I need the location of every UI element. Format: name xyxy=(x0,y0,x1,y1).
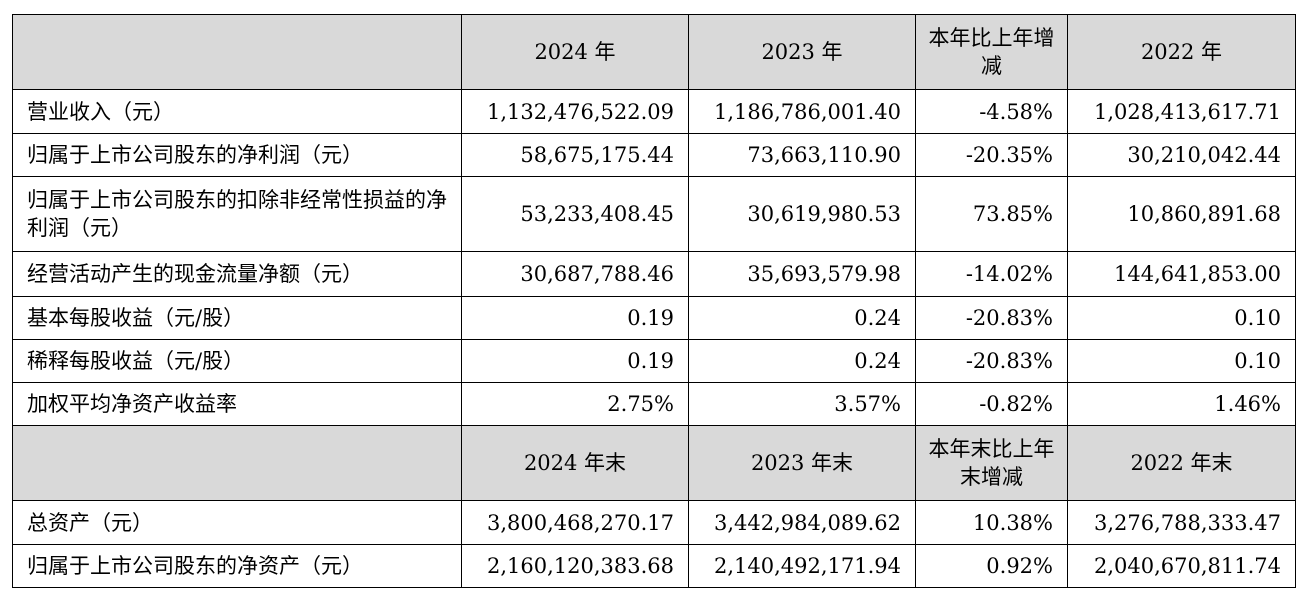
value-2023-end: 3,442,984,089.62 xyxy=(688,500,916,545)
row-label: 营业收入（元） xyxy=(12,89,462,134)
header-2024: 2024 年 xyxy=(461,14,689,90)
table-header-row: 2024 年 2023 年 本年比上年增减 2022 年 xyxy=(12,14,1296,90)
value-change: 0.92% xyxy=(915,544,1068,588)
value-2022: 0.10 xyxy=(1067,296,1296,340)
value-change: -20.83% xyxy=(915,339,1068,383)
value-2022: 1.46% xyxy=(1067,382,1296,426)
value-change: -0.82% xyxy=(915,382,1068,426)
row-label: 基本每股收益（元/股） xyxy=(12,296,462,340)
row-label: 总资产（元） xyxy=(12,500,462,545)
value-2022-end: 3,276,788,333.47 xyxy=(1067,500,1296,545)
header-change: 本年比上年增减 xyxy=(915,14,1068,90)
financial-summary-table-container: 2024 年 2023 年 本年比上年增减 2022 年 营业收入（元） 1,1… xyxy=(12,14,1296,588)
value-2023: 0.24 xyxy=(688,296,916,340)
value-2024: 1,132,476,522.09 xyxy=(461,89,689,134)
subheader-2024-end: 2024 年末 xyxy=(461,425,689,501)
value-2024-end: 2,160,120,383.68 xyxy=(461,544,689,588)
value-change: 73.85% xyxy=(915,176,1068,252)
value-2024: 2.75% xyxy=(461,382,689,426)
value-2024: 30,687,788.46 xyxy=(461,251,689,297)
value-2022: 10,860,891.68 xyxy=(1067,176,1296,252)
table-row: 基本每股收益（元/股） 0.19 0.24 -20.83% 0.10 xyxy=(12,296,1296,340)
table-row: 归属于上市公司股东的净资产（元） 2,160,120,383.68 2,140,… xyxy=(12,544,1296,588)
header-2022: 2022 年 xyxy=(1067,14,1296,90)
value-change: 10.38% xyxy=(915,500,1068,545)
row-label: 归属于上市公司股东的扣除非经常性损益的净利润（元） xyxy=(12,176,462,252)
value-2024: 58,675,175.44 xyxy=(461,133,689,177)
value-2023: 1,186,786,001.40 xyxy=(688,89,916,134)
value-change: -14.02% xyxy=(915,251,1068,297)
row-label: 经营活动产生的现金流量净额（元） xyxy=(12,251,462,297)
table-row: 经营活动产生的现金流量净额（元） 30,687,788.46 35,693,57… xyxy=(12,251,1296,297)
table-row: 归属于上市公司股东的扣除非经常性损益的净利润（元） 53,233,408.45 … xyxy=(12,176,1296,252)
table-row: 归属于上市公司股东的净利润（元） 58,675,175.44 73,663,11… xyxy=(12,133,1296,177)
value-2022: 0.10 xyxy=(1067,339,1296,383)
table-subheader-row: 2024 年末 2023 年末 本年末比上年末增减 2022 年末 xyxy=(12,425,1296,501)
value-2023: 3.57% xyxy=(688,382,916,426)
value-2022: 30,210,042.44 xyxy=(1067,133,1296,177)
table-row: 稀释每股收益（元/股） 0.19 0.24 -20.83% 0.10 xyxy=(12,339,1296,383)
value-2024: 53,233,408.45 xyxy=(461,176,689,252)
row-label: 稀释每股收益（元/股） xyxy=(12,339,462,383)
value-2022: 1,028,413,617.71 xyxy=(1067,89,1296,134)
subheader-change: 本年末比上年末增减 xyxy=(915,425,1068,501)
value-change: -20.83% xyxy=(915,296,1068,340)
value-2022-end: 2,040,670,811.74 xyxy=(1067,544,1296,588)
value-2024: 0.19 xyxy=(461,339,689,383)
table-row: 总资产（元） 3,800,468,270.17 3,442,984,089.62… xyxy=(12,500,1296,545)
financial-summary-table: 2024 年 2023 年 本年比上年增减 2022 年 营业收入（元） 1,1… xyxy=(12,14,1296,588)
value-2023: 30,619,980.53 xyxy=(688,176,916,252)
header-2023: 2023 年 xyxy=(688,14,916,90)
value-2024-end: 3,800,468,270.17 xyxy=(461,500,689,545)
row-label: 加权平均净资产收益率 xyxy=(12,382,462,426)
value-2023: 0.24 xyxy=(688,339,916,383)
value-change: -20.35% xyxy=(915,133,1068,177)
subheader-2023-end: 2023 年末 xyxy=(688,425,916,501)
header-corner-cell xyxy=(12,14,462,90)
value-2023: 35,693,579.98 xyxy=(688,251,916,297)
value-2023-end: 2,140,492,171.94 xyxy=(688,544,916,588)
value-2022: 144,641,853.00 xyxy=(1067,251,1296,297)
row-label: 归属于上市公司股东的净资产（元） xyxy=(12,544,462,588)
table-row: 营业收入（元） 1,132,476,522.09 1,186,786,001.4… xyxy=(12,89,1296,134)
table-row: 加权平均净资产收益率 2.75% 3.57% -0.82% 1.46% xyxy=(12,382,1296,426)
value-change: -4.58% xyxy=(915,89,1068,134)
row-label: 归属于上市公司股东的净利润（元） xyxy=(12,133,462,177)
subheader-2022-end: 2022 年末 xyxy=(1067,425,1296,501)
subheader-corner-cell xyxy=(12,425,462,501)
value-2024: 0.19 xyxy=(461,296,689,340)
value-2023: 73,663,110.90 xyxy=(688,133,916,177)
